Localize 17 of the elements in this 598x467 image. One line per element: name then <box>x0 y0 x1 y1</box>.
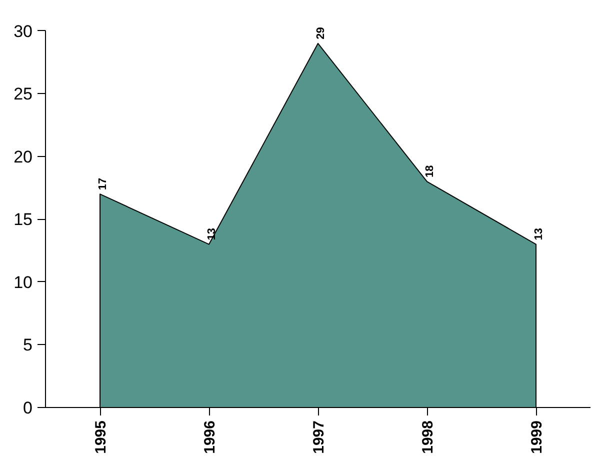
data-label: 13 <box>533 228 545 240</box>
x-tick-label: 1999 <box>528 420 546 454</box>
y-tick-label: 25 <box>14 84 33 104</box>
data-label: 18 <box>424 165 436 178</box>
y-tick-label: 10 <box>14 272 33 292</box>
x-tick-label: 1995 <box>92 420 110 454</box>
y-tick-label: 15 <box>14 210 33 230</box>
x-tick-label: 1998 <box>420 420 436 454</box>
y-tick-label: 20 <box>14 147 33 166</box>
x-tick-label: 1997 <box>310 420 328 454</box>
y-tick-label: 0 <box>23 398 33 418</box>
data-label: 13 <box>206 228 218 240</box>
x-tick-label: 1996 <box>202 420 218 454</box>
data-label: 29 <box>315 27 327 40</box>
y-tick-label: 30 <box>14 22 33 41</box>
y-tick-label: 5 <box>23 336 33 355</box>
data-label: 17 <box>97 178 109 190</box>
